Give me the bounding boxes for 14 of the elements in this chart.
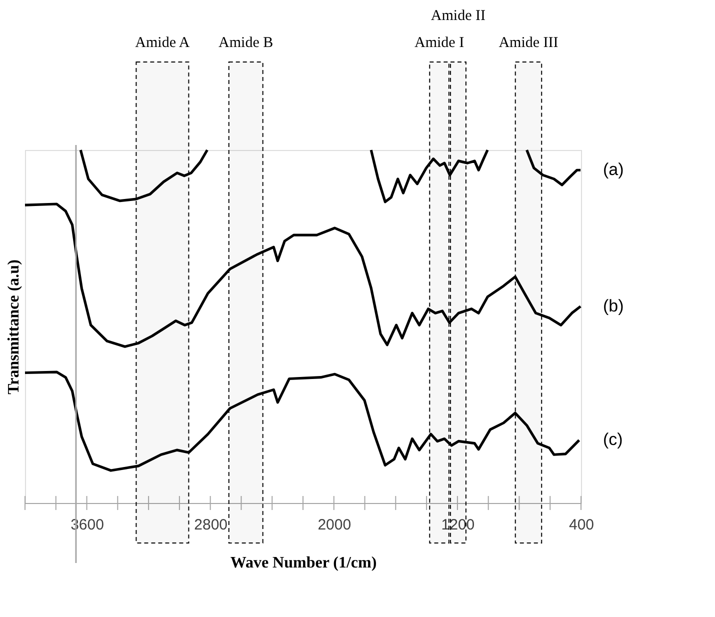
- y-axis-title: Transmittance (a.u): [6, 260, 22, 394]
- series-label: (b): [603, 296, 624, 316]
- band-label: Amide I: [414, 35, 464, 51]
- series-label: (a): [603, 160, 624, 180]
- band-label: Amide II: [430, 8, 486, 24]
- x-axis-title: Wave Number (1/cm): [230, 554, 377, 572]
- x-tick-label: 400: [568, 516, 594, 534]
- band-label: Amide III: [498, 35, 558, 51]
- band-label: Amide B: [218, 35, 274, 51]
- band-label: Amide A: [135, 35, 190, 51]
- x-tick-label: 3600: [70, 516, 104, 534]
- x-tick-label: 2800: [194, 516, 228, 534]
- x-tick-label: 2000: [318, 516, 352, 534]
- series-label: (c): [603, 430, 623, 450]
